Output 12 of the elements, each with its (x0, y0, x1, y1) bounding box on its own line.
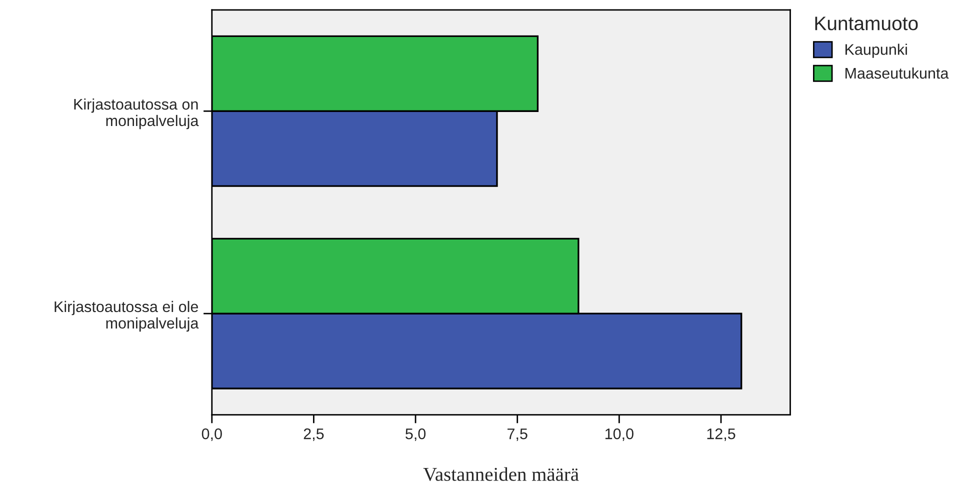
x-tick-label: 10,0 (605, 428, 634, 442)
x-tick-label: 0,0 (202, 428, 222, 442)
y-tick-label: Kirjastoautossa on monipalveluja (74, 98, 199, 130)
x-tick-label: 2,5 (304, 428, 324, 442)
x-tick-label: 12,5 (707, 428, 736, 442)
x-tick-label: 7,5 (508, 428, 528, 442)
legend-label: Kaupunki (846, 44, 907, 58)
legend-label: Maaseutukunta (846, 67, 949, 79)
legend-title: Kuntamuoto (815, 16, 918, 30)
x-tick-label: 5,0 (406, 428, 426, 442)
y-tick-label: Kirjastoautossa ei ole monipalveluja (54, 300, 199, 332)
x-axis-title: Vastanneiden määrä (423, 467, 579, 482)
